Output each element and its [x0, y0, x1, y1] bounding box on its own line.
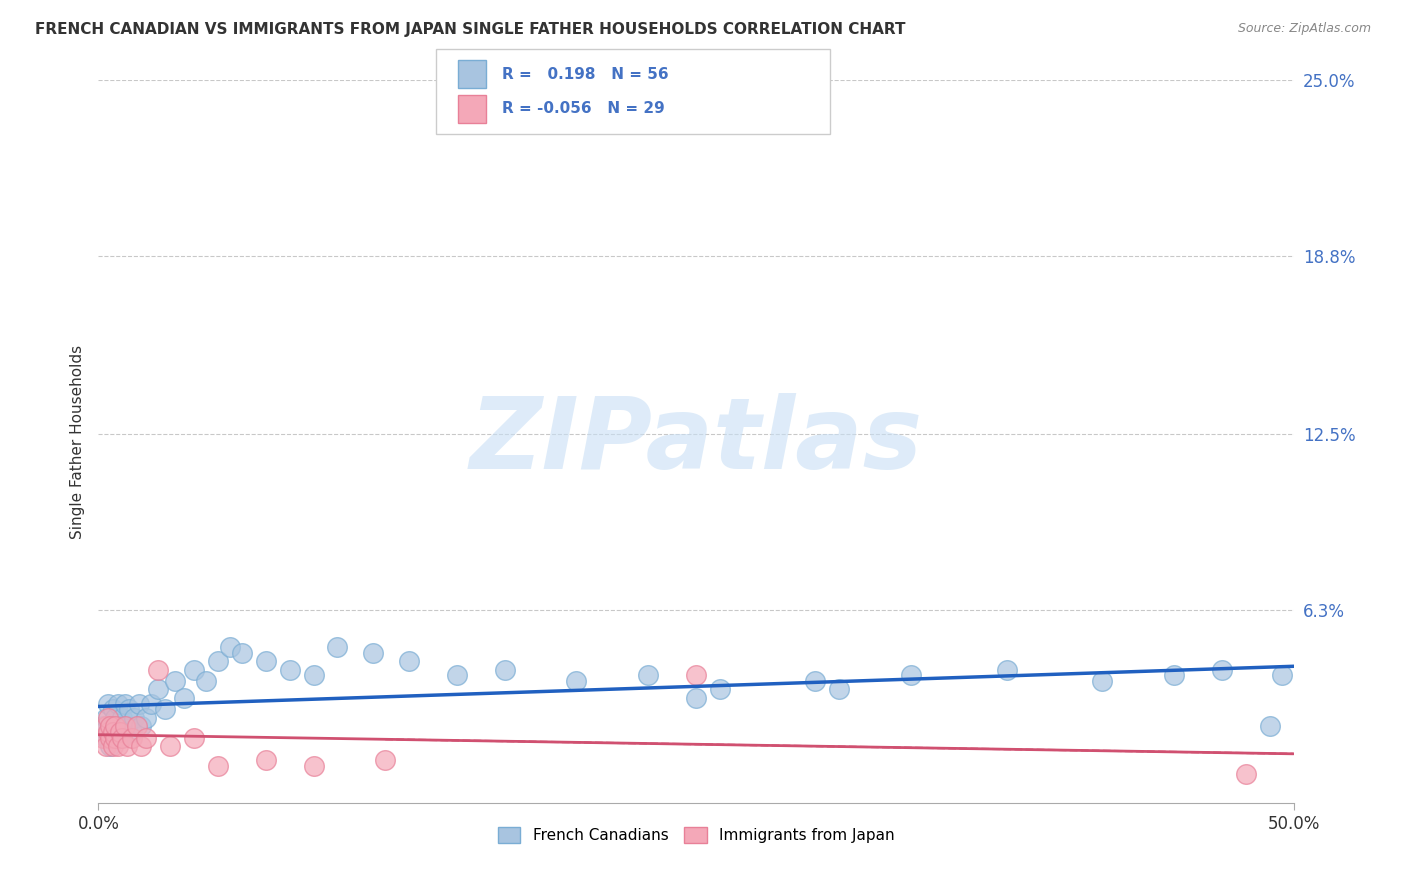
Point [995, 663, 1018, 677]
Point [94, 711, 117, 725]
Point [135, 711, 157, 725]
Point [302, 668, 325, 682]
Point [107, 731, 129, 745]
Point [398, 654, 420, 668]
Point [101, 739, 124, 753]
Point [1234, 767, 1257, 781]
Point [97, 697, 120, 711]
Point [124, 711, 146, 725]
Point [326, 640, 349, 654]
Point [207, 654, 229, 668]
Point [91, 719, 114, 733]
Point [278, 663, 301, 677]
Point [111, 725, 134, 739]
Point [173, 690, 195, 705]
Point [108, 719, 131, 733]
Point [101, 731, 124, 745]
Y-axis label: Single Father Households: Single Father Households [69, 344, 84, 539]
Point [183, 663, 205, 677]
Point [163, 673, 186, 688]
Point [115, 719, 138, 733]
Point [709, 682, 731, 697]
Point [108, 731, 131, 745]
Text: R =   0.198   N = 56: R = 0.198 N = 56 [502, 67, 669, 81]
Point [108, 725, 131, 739]
Point [374, 753, 396, 767]
Point [494, 663, 516, 677]
Point [685, 668, 707, 682]
Point [115, 739, 138, 753]
Point [254, 753, 277, 767]
Point [121, 731, 143, 745]
Point [1091, 673, 1114, 688]
Text: FRENCH CANADIAN VS IMMIGRANTS FROM JAPAN SINGLE FATHER HOUSEHOLDS CORRELATION CH: FRENCH CANADIAN VS IMMIGRANTS FROM JAPAN… [35, 22, 905, 37]
Point [148, 682, 170, 697]
Point [104, 725, 127, 739]
Point [101, 702, 124, 716]
Point [685, 690, 707, 705]
Point [804, 673, 827, 688]
Point [111, 731, 134, 745]
Point [94, 719, 117, 733]
Point [98, 719, 122, 733]
Point [195, 673, 218, 688]
Point [565, 673, 588, 688]
Point [446, 668, 468, 682]
Point [155, 702, 177, 716]
Point [1211, 663, 1233, 677]
Point [231, 646, 253, 660]
Point [207, 759, 229, 773]
Point [111, 711, 134, 725]
Point [107, 697, 129, 711]
Point [114, 697, 136, 711]
Point [128, 697, 150, 711]
Text: R = -0.056   N = 29: R = -0.056 N = 29 [502, 102, 665, 116]
Point [1163, 668, 1185, 682]
Point [97, 711, 120, 725]
Point [121, 725, 143, 739]
Point [302, 759, 325, 773]
Point [159, 739, 181, 753]
Point [107, 739, 129, 753]
Point [104, 719, 127, 733]
Point [254, 654, 277, 668]
Point [98, 719, 122, 733]
Point [139, 697, 162, 711]
Point [97, 725, 120, 739]
Point [1271, 668, 1294, 682]
Point [900, 668, 922, 682]
Legend: French Canadians, Immigrants from Japan: French Canadians, Immigrants from Japan [491, 822, 901, 849]
Point [363, 646, 385, 660]
Point [97, 725, 120, 739]
Point [114, 719, 136, 733]
Point [828, 682, 851, 697]
Point [94, 731, 117, 745]
Point [118, 702, 141, 716]
Point [131, 739, 153, 753]
Point [98, 731, 122, 745]
Text: Source: ZipAtlas.com: Source: ZipAtlas.com [1237, 22, 1371, 36]
Point [219, 640, 242, 654]
Point [104, 731, 127, 745]
Point [101, 725, 124, 739]
Point [148, 663, 170, 677]
Point [94, 739, 117, 753]
Point [91, 731, 114, 745]
Point [637, 668, 659, 682]
Point [125, 719, 148, 733]
Point [104, 711, 127, 725]
Point [98, 739, 122, 753]
Point [183, 731, 205, 745]
Point [1258, 719, 1281, 733]
Text: ZIPatlas: ZIPatlas [470, 393, 922, 490]
Point [135, 731, 157, 745]
Point [131, 719, 153, 733]
